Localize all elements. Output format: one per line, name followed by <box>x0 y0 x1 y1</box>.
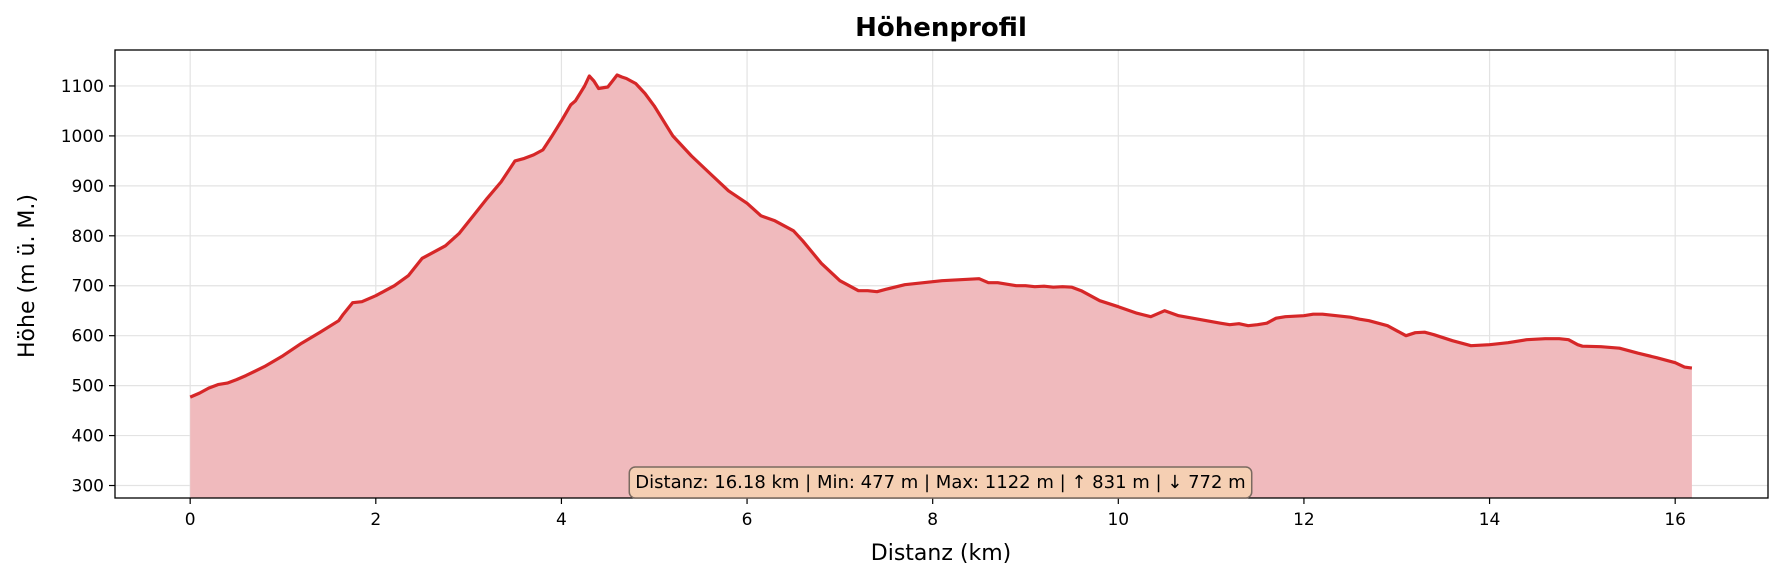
y-axis: 300 400 500 600 700 800 900 1000 1100 <box>61 77 115 497</box>
x-tick-label: 14 <box>1479 510 1501 530</box>
x-tick-label: 16 <box>1664 510 1686 530</box>
stats-annotation: Distanz: 16.18 km | Min: 477 m | Max: 11… <box>628 466 1253 499</box>
x-tick-label: 10 <box>1107 510 1129 530</box>
y-tick-label: 500 <box>72 377 104 397</box>
elevation-line <box>189 73 1693 399</box>
x-tick-label: 2 <box>370 510 381 530</box>
chart-title: Höhenprofil <box>855 13 1027 43</box>
y-tick-label: 700 <box>72 277 104 297</box>
y-tick-label: 1100 <box>61 77 104 97</box>
x-tick-label: 12 <box>1293 510 1315 530</box>
y-tick-label: 1000 <box>61 127 104 147</box>
y-tick-label: 800 <box>72 227 104 247</box>
y-tick-label: 600 <box>72 327 104 347</box>
x-tick-label: 0 <box>185 510 196 530</box>
y-axis-title: Höhe (m ü. M.) <box>15 194 40 358</box>
stats-annotation-text: Distanz: 16.18 km | Min: 477 m | Max: 11… <box>635 472 1245 493</box>
x-axis: 0 2 4 6 8 10 12 14 16 <box>185 498 1686 530</box>
elevation-area-fill <box>190 75 1692 498</box>
x-axis-title: Distanz (km) <box>871 541 1011 566</box>
x-tick-label: 8 <box>927 510 938 530</box>
stats-annotation-box <box>628 466 1253 499</box>
y-tick-label: 900 <box>72 177 104 197</box>
x-tick-label: 4 <box>556 510 567 530</box>
y-tick-label: 400 <box>72 427 104 447</box>
y-tick-label: 300 <box>72 477 104 497</box>
x-tick-label: 6 <box>742 510 753 530</box>
